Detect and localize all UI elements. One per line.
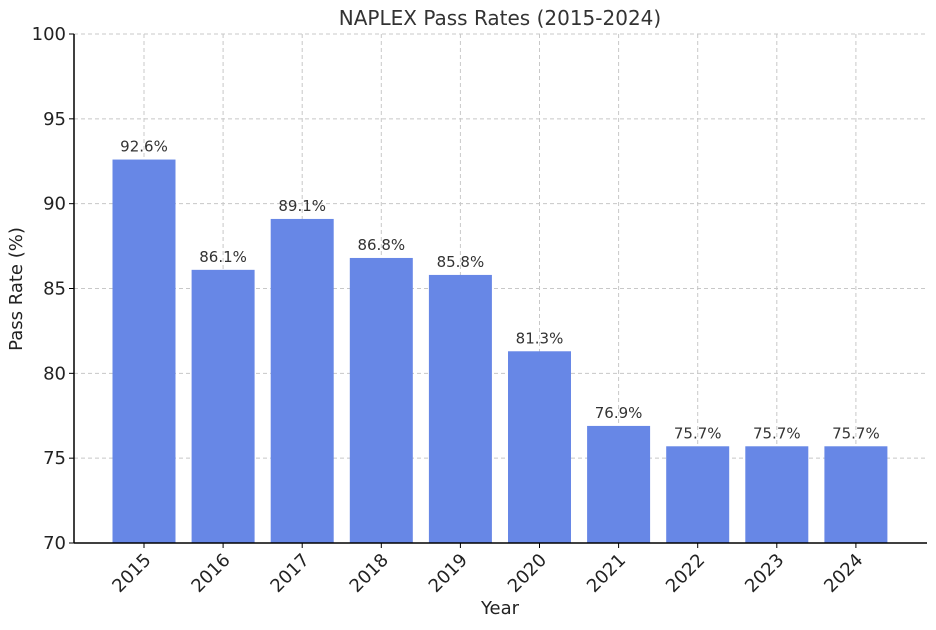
data-label: 89.1% — [278, 197, 326, 215]
bar-2019 — [428, 274, 492, 543]
data-label: 85.8% — [437, 253, 485, 271]
x-ticks: 2015 2016 2017 2018 2019 2020 2021 2022 2023 2024 — [108, 543, 867, 597]
data-label: 75.7% — [753, 424, 801, 442]
y-tick-label: 80 — [43, 363, 66, 384]
y-ticks: 70 75 80 85 90 95 100 — [32, 24, 74, 554]
y-axis-label: Pass Rate (%) — [6, 227, 27, 351]
data-label: 75.7% — [832, 424, 880, 442]
bar-2022 — [666, 446, 730, 543]
x-tick-label: 2021 — [583, 550, 630, 597]
y-tick-label: 85 — [43, 279, 66, 300]
bar-2015 — [112, 159, 176, 543]
x-tick-label: 2018 — [346, 550, 393, 597]
x-tick-label: 2020 — [504, 550, 551, 597]
bar-2018 — [349, 257, 413, 543]
y-tick-label: 95 — [43, 109, 66, 130]
x-tick-label: 2024 — [820, 550, 867, 597]
data-label: 86.1% — [199, 248, 247, 266]
x-tick-label: 2016 — [187, 550, 234, 597]
data-label: 92.6% — [120, 138, 168, 156]
data-label: 81.3% — [516, 329, 564, 347]
chart-title: NAPLEX Pass Rates (2015-2024) — [339, 6, 661, 30]
x-tick-label: 2015 — [108, 550, 155, 597]
data-label: 76.9% — [595, 404, 643, 422]
bar-2020 — [508, 351, 571, 543]
y-tick-label: 70 — [43, 533, 66, 554]
y-tick-label: 100 — [32, 24, 66, 45]
data-labels: 92.6% 86.1% 89.1% 86.8% 85.8% 81.3% 76.9% 75.7%… — [120, 138, 880, 443]
x-axis-label: Year — [480, 598, 520, 619]
x-tick-label: 2023 — [741, 550, 788, 597]
bar-2024 — [824, 446, 888, 543]
y-tick-label: 75 — [43, 448, 66, 469]
bar-2023 — [745, 446, 809, 543]
bar-2016 — [191, 269, 255, 543]
data-label: 75.7% — [674, 424, 722, 442]
y-tick-label: 90 — [43, 194, 66, 215]
x-tick-label: 2022 — [662, 550, 709, 597]
bar-2021 — [587, 425, 651, 543]
x-tick-label: 2019 — [425, 550, 472, 597]
bar-2017 — [270, 218, 334, 544]
bars — [112, 159, 888, 544]
x-tick-label: 2017 — [266, 550, 313, 597]
data-label: 86.8% — [357, 236, 405, 254]
